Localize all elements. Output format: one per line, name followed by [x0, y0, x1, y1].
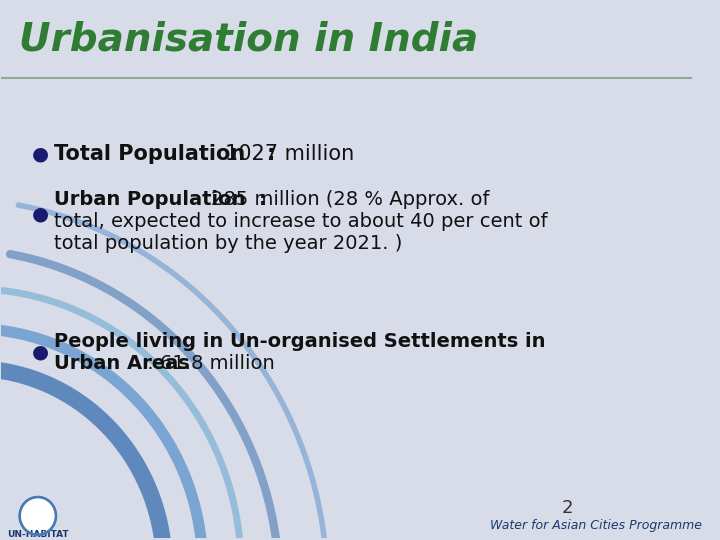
Text: Urban Areas: Urban Areas — [54, 354, 190, 373]
Bar — [1, 0, 691, 75]
Text: Water for Asian Cities Programme: Water for Asian Cities Programme — [490, 519, 702, 532]
Text: Urbanisation in India: Urbanisation in India — [19, 21, 478, 59]
Text: Urban Population  :: Urban Population : — [54, 190, 274, 208]
Text: total, expected to increase to about 40 per cent of: total, expected to increase to about 40 … — [54, 212, 548, 231]
Text: People living in Un-organised Settlements in: People living in Un-organised Settlement… — [54, 332, 546, 351]
Text: 2: 2 — [561, 499, 572, 517]
Text: ⛰: ⛰ — [32, 507, 44, 525]
Text: ●: ● — [32, 145, 49, 164]
Text: 1027 million: 1027 million — [225, 144, 354, 164]
Text: ●: ● — [32, 205, 49, 224]
Text: UN-HABITAT: UN-HABITAT — [7, 530, 68, 539]
Circle shape — [19, 496, 57, 536]
Text: : 61.8 million: : 61.8 million — [140, 354, 274, 373]
Text: total population by the year 2021. ): total population by the year 2021. ) — [54, 233, 402, 253]
Text: 285 million (28 % Approx. of: 285 million (28 % Approx. of — [211, 190, 490, 208]
Text: Total Population   :: Total Population : — [54, 144, 283, 164]
Text: ●: ● — [32, 342, 49, 361]
